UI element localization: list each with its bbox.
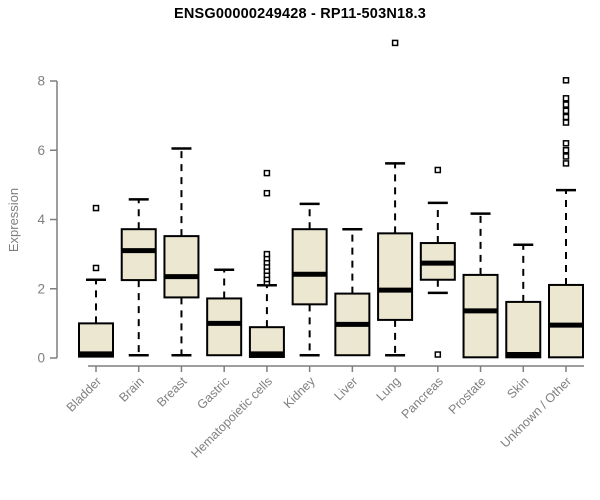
iqr-box — [78, 322, 114, 358]
iqr-box — [206, 297, 243, 357]
iqr-box — [462, 273, 499, 359]
box-gastric — [206, 268, 243, 357]
x-tick-label: Lung — [374, 374, 404, 404]
box-liver — [334, 227, 371, 357]
box-hematopoietic-cells — [248, 169, 285, 358]
x-tick-label: Brain — [116, 374, 147, 405]
y-tick-label: 8 — [37, 74, 45, 89]
box-unknown-other — [548, 77, 584, 359]
box-bladder — [78, 204, 114, 358]
iqr-box — [120, 228, 157, 282]
x-tick-label: Gastric — [194, 374, 232, 412]
x-tick-label: Hematopoietic cells — [188, 374, 275, 461]
x-tick-label: Pancreas — [399, 374, 446, 421]
x-tick-label: Prostate — [446, 374, 489, 417]
outlier-point — [562, 153, 570, 160]
outlier-point — [263, 189, 271, 197]
outlier-point — [92, 204, 100, 212]
iqr-box — [505, 300, 542, 359]
chart-title: ENSG00000249428 - RP11-503N18.3 — [173, 6, 427, 22]
box-brain — [120, 198, 157, 357]
outlier-point — [562, 107, 570, 115]
outlier-point — [562, 160, 570, 167]
iqr-box — [377, 232, 414, 321]
x-tick-label: Breast — [154, 374, 190, 410]
box-skin — [505, 243, 542, 359]
box-prostate — [462, 212, 499, 359]
outlier-point — [562, 77, 570, 84]
outlier-point — [434, 166, 442, 174]
outlier-point — [263, 169, 271, 177]
box-pancreas — [419, 166, 456, 358]
y-tick-label: 6 — [37, 143, 45, 158]
x-tick-label: Liver — [331, 374, 360, 403]
outlier-point — [263, 250, 271, 258]
outlier-point — [391, 39, 399, 47]
x-tick-label: Bladder — [64, 374, 104, 414]
y-tick-label: 0 — [37, 351, 45, 366]
outlier-point — [562, 119, 570, 126]
outlier-point — [562, 95, 570, 102]
x-tick-label: Skin — [504, 374, 531, 401]
outlier-point — [562, 147, 570, 154]
outlier-point — [92, 264, 100, 272]
outlier-point — [562, 101, 570, 108]
x-tick-label: Kidney — [281, 374, 318, 411]
iqr-box — [548, 283, 584, 359]
outlier-point — [434, 351, 442, 358]
outlier-point — [562, 140, 570, 147]
iqr-box — [163, 235, 200, 299]
y-tick-label: 2 — [37, 281, 45, 296]
iqr-box — [291, 228, 328, 306]
box-breast — [163, 147, 200, 357]
y-tick-label: 4 — [37, 212, 45, 227]
box-kidney — [291, 202, 328, 357]
outlier-point — [562, 113, 570, 121]
box-lung — [377, 39, 414, 357]
